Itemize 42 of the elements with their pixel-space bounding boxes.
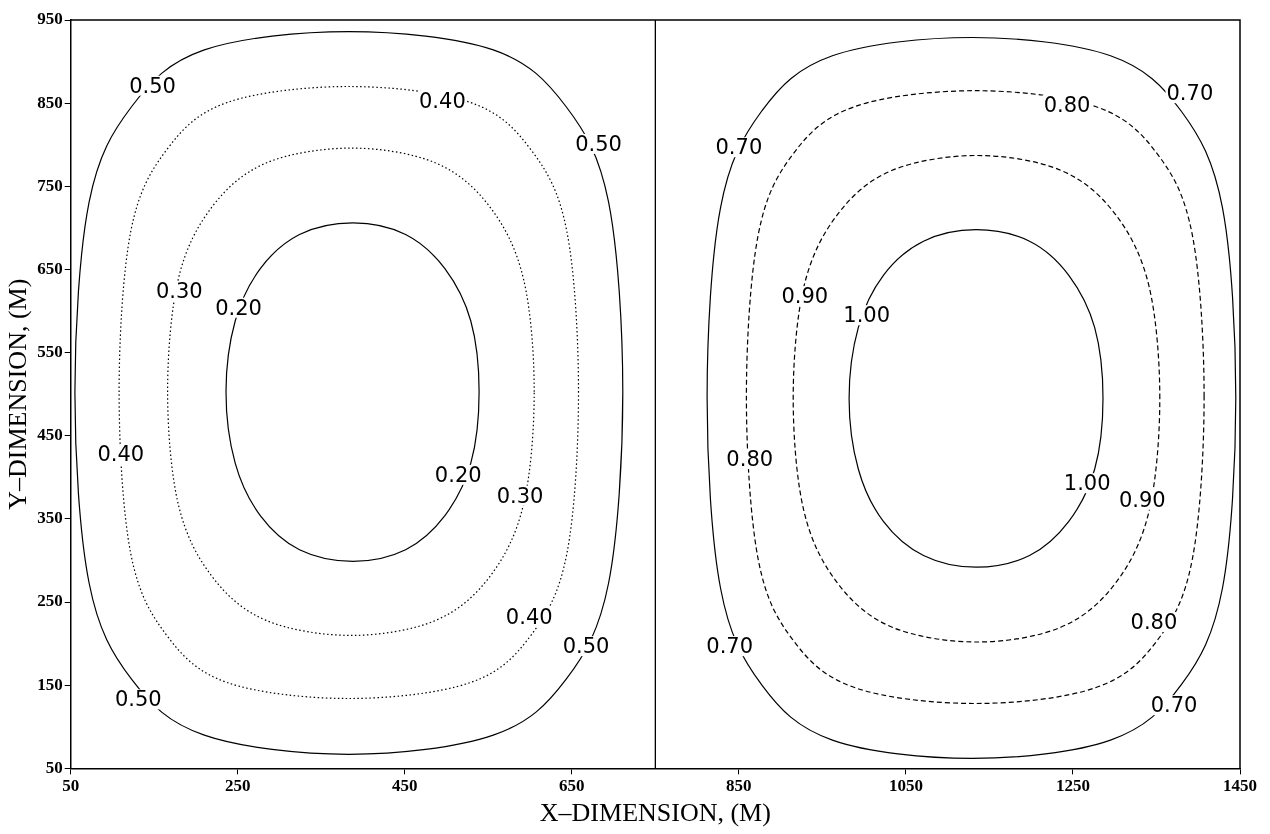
x-tick-label: 1050 bbox=[888, 775, 923, 795]
annotation: 0.50 bbox=[562, 634, 610, 659]
x-tick-label: 250 bbox=[224, 775, 251, 795]
y-tick-label: 550 bbox=[37, 342, 63, 362]
y-axis-title: Y–DIMENSION, (M) bbox=[3, 278, 33, 510]
annotation: 0.80 bbox=[1130, 610, 1178, 635]
y-tick-label: 950 bbox=[37, 9, 63, 29]
annotation: 0.20 bbox=[215, 295, 262, 320]
annotation: 0.20 bbox=[434, 462, 482, 487]
annotation: 0.70 bbox=[715, 135, 763, 160]
annotation: 0.50 bbox=[129, 73, 176, 98]
annotation: 0.50 bbox=[575, 131, 622, 156]
x-tick-label: 1250 bbox=[1055, 775, 1090, 795]
y-tick-label: 850 bbox=[37, 92, 63, 112]
y-tick-label: 150 bbox=[37, 674, 63, 694]
y-tick-label: 250 bbox=[37, 591, 63, 611]
annotation: 0.80 bbox=[1043, 92, 1091, 117]
y-tick-label: 350 bbox=[37, 508, 63, 528]
y-tick-label: 450 bbox=[37, 425, 63, 445]
annotation: 0.70 bbox=[706, 634, 754, 659]
y-tick-label: 650 bbox=[37, 258, 63, 278]
x-tick-label: 50 bbox=[62, 775, 80, 795]
x-tick-label: 650 bbox=[559, 775, 585, 795]
annotation: 0.90 bbox=[781, 284, 829, 309]
annotation: 1.00 bbox=[1063, 471, 1111, 496]
annotation: 0.40 bbox=[418, 88, 466, 113]
annotation: 0.70 bbox=[1166, 81, 1214, 106]
annotation: 0.40 bbox=[505, 605, 553, 630]
annotation: 0.50 bbox=[114, 687, 162, 712]
annotation: 1.00 bbox=[843, 303, 891, 328]
annotation: 0.40 bbox=[97, 442, 145, 467]
annotation: 0.30 bbox=[155, 279, 203, 304]
y-tick-label: 50 bbox=[45, 757, 63, 777]
annotation: 0.80 bbox=[726, 447, 774, 472]
x-tick-label: 1450 bbox=[1223, 775, 1257, 795]
annotation: 0.70 bbox=[1150, 693, 1198, 718]
y-tick-label: 750 bbox=[37, 175, 63, 195]
x-tick-label: 450 bbox=[392, 775, 418, 795]
x-axis-title: X–DIMENSION, (M) bbox=[539, 798, 771, 828]
x-tick-label: 850 bbox=[726, 775, 752, 795]
annotation: 0.30 bbox=[496, 483, 544, 508]
annotation: 0.90 bbox=[1118, 487, 1166, 512]
